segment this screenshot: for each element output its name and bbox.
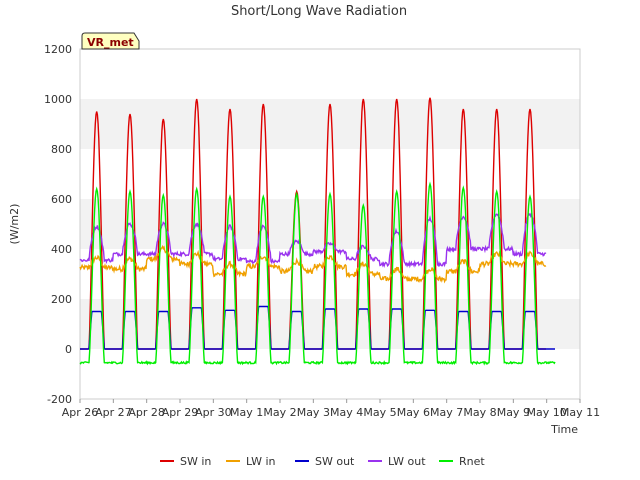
y-tick-label: 0 bbox=[65, 343, 72, 356]
grid-bands bbox=[80, 49, 580, 399]
grid-band bbox=[80, 49, 580, 99]
chart-title: Short/Long Wave Radiation bbox=[231, 4, 407, 19]
y-axis-ticks: -200 0 200 400 600 800 1000 1200 bbox=[44, 43, 72, 406]
x-tick-label: May 10 bbox=[527, 406, 567, 419]
grid-band bbox=[80, 349, 580, 399]
station-badge-label: VR_met bbox=[87, 36, 134, 49]
series-line-lw-out bbox=[79, 212, 547, 269]
y-tick-label: 1000 bbox=[44, 93, 72, 106]
station-badge: VR_met bbox=[81, 32, 140, 50]
legend: SW in LW in SW out LW out Rnet bbox=[160, 455, 485, 468]
y-tick-label: 400 bbox=[51, 243, 72, 256]
plot-area-border bbox=[79, 48, 581, 400]
x-tick-label: Apr 26 bbox=[62, 406, 99, 419]
x-tick-label: May 7 bbox=[430, 406, 463, 419]
y-axis-label: (W/m2) bbox=[8, 204, 21, 245]
x-tick-label: Apr 27 bbox=[95, 406, 132, 419]
legend-label: SW out bbox=[315, 455, 355, 468]
y-tick-label: 800 bbox=[51, 143, 72, 156]
x-tick-label: May 2 bbox=[263, 406, 296, 419]
grid-band bbox=[80, 149, 580, 199]
x-tick-label: May 6 bbox=[397, 406, 430, 419]
y-tick-label: -200 bbox=[47, 393, 72, 406]
grid-band bbox=[80, 299, 580, 349]
grid-band bbox=[80, 99, 580, 149]
legend-label: Rnet bbox=[459, 455, 485, 468]
legend-label: LW out bbox=[388, 455, 426, 468]
series-line-sw-out bbox=[80, 305, 555, 350]
series-lines bbox=[79, 97, 556, 366]
x-tick-label: May 11 bbox=[560, 406, 600, 419]
grid-band bbox=[80, 199, 580, 249]
y-tick-label: 600 bbox=[51, 193, 72, 206]
x-tick-label: May 9 bbox=[497, 406, 530, 419]
series-line-rnet bbox=[79, 181, 556, 366]
x-axis-label: Time bbox=[550, 423, 578, 436]
x-tick-label: May 1 bbox=[230, 406, 263, 419]
x-tick-label: May 8 bbox=[463, 406, 496, 419]
x-tick-label: May 4 bbox=[330, 406, 363, 419]
x-tick-label: May 3 bbox=[297, 406, 330, 419]
x-tick-label: May 5 bbox=[363, 406, 396, 419]
x-tick-label: Apr 30 bbox=[195, 406, 232, 419]
legend-label: SW in bbox=[180, 455, 211, 468]
series-line-lw-in bbox=[79, 244, 547, 284]
x-tick-label: Apr 29 bbox=[162, 406, 199, 419]
y-tick-label: 1200 bbox=[44, 43, 72, 56]
legend-label: LW in bbox=[246, 455, 276, 468]
x-tick-label: Apr 28 bbox=[128, 406, 165, 419]
y-tick-label: 200 bbox=[51, 293, 72, 306]
